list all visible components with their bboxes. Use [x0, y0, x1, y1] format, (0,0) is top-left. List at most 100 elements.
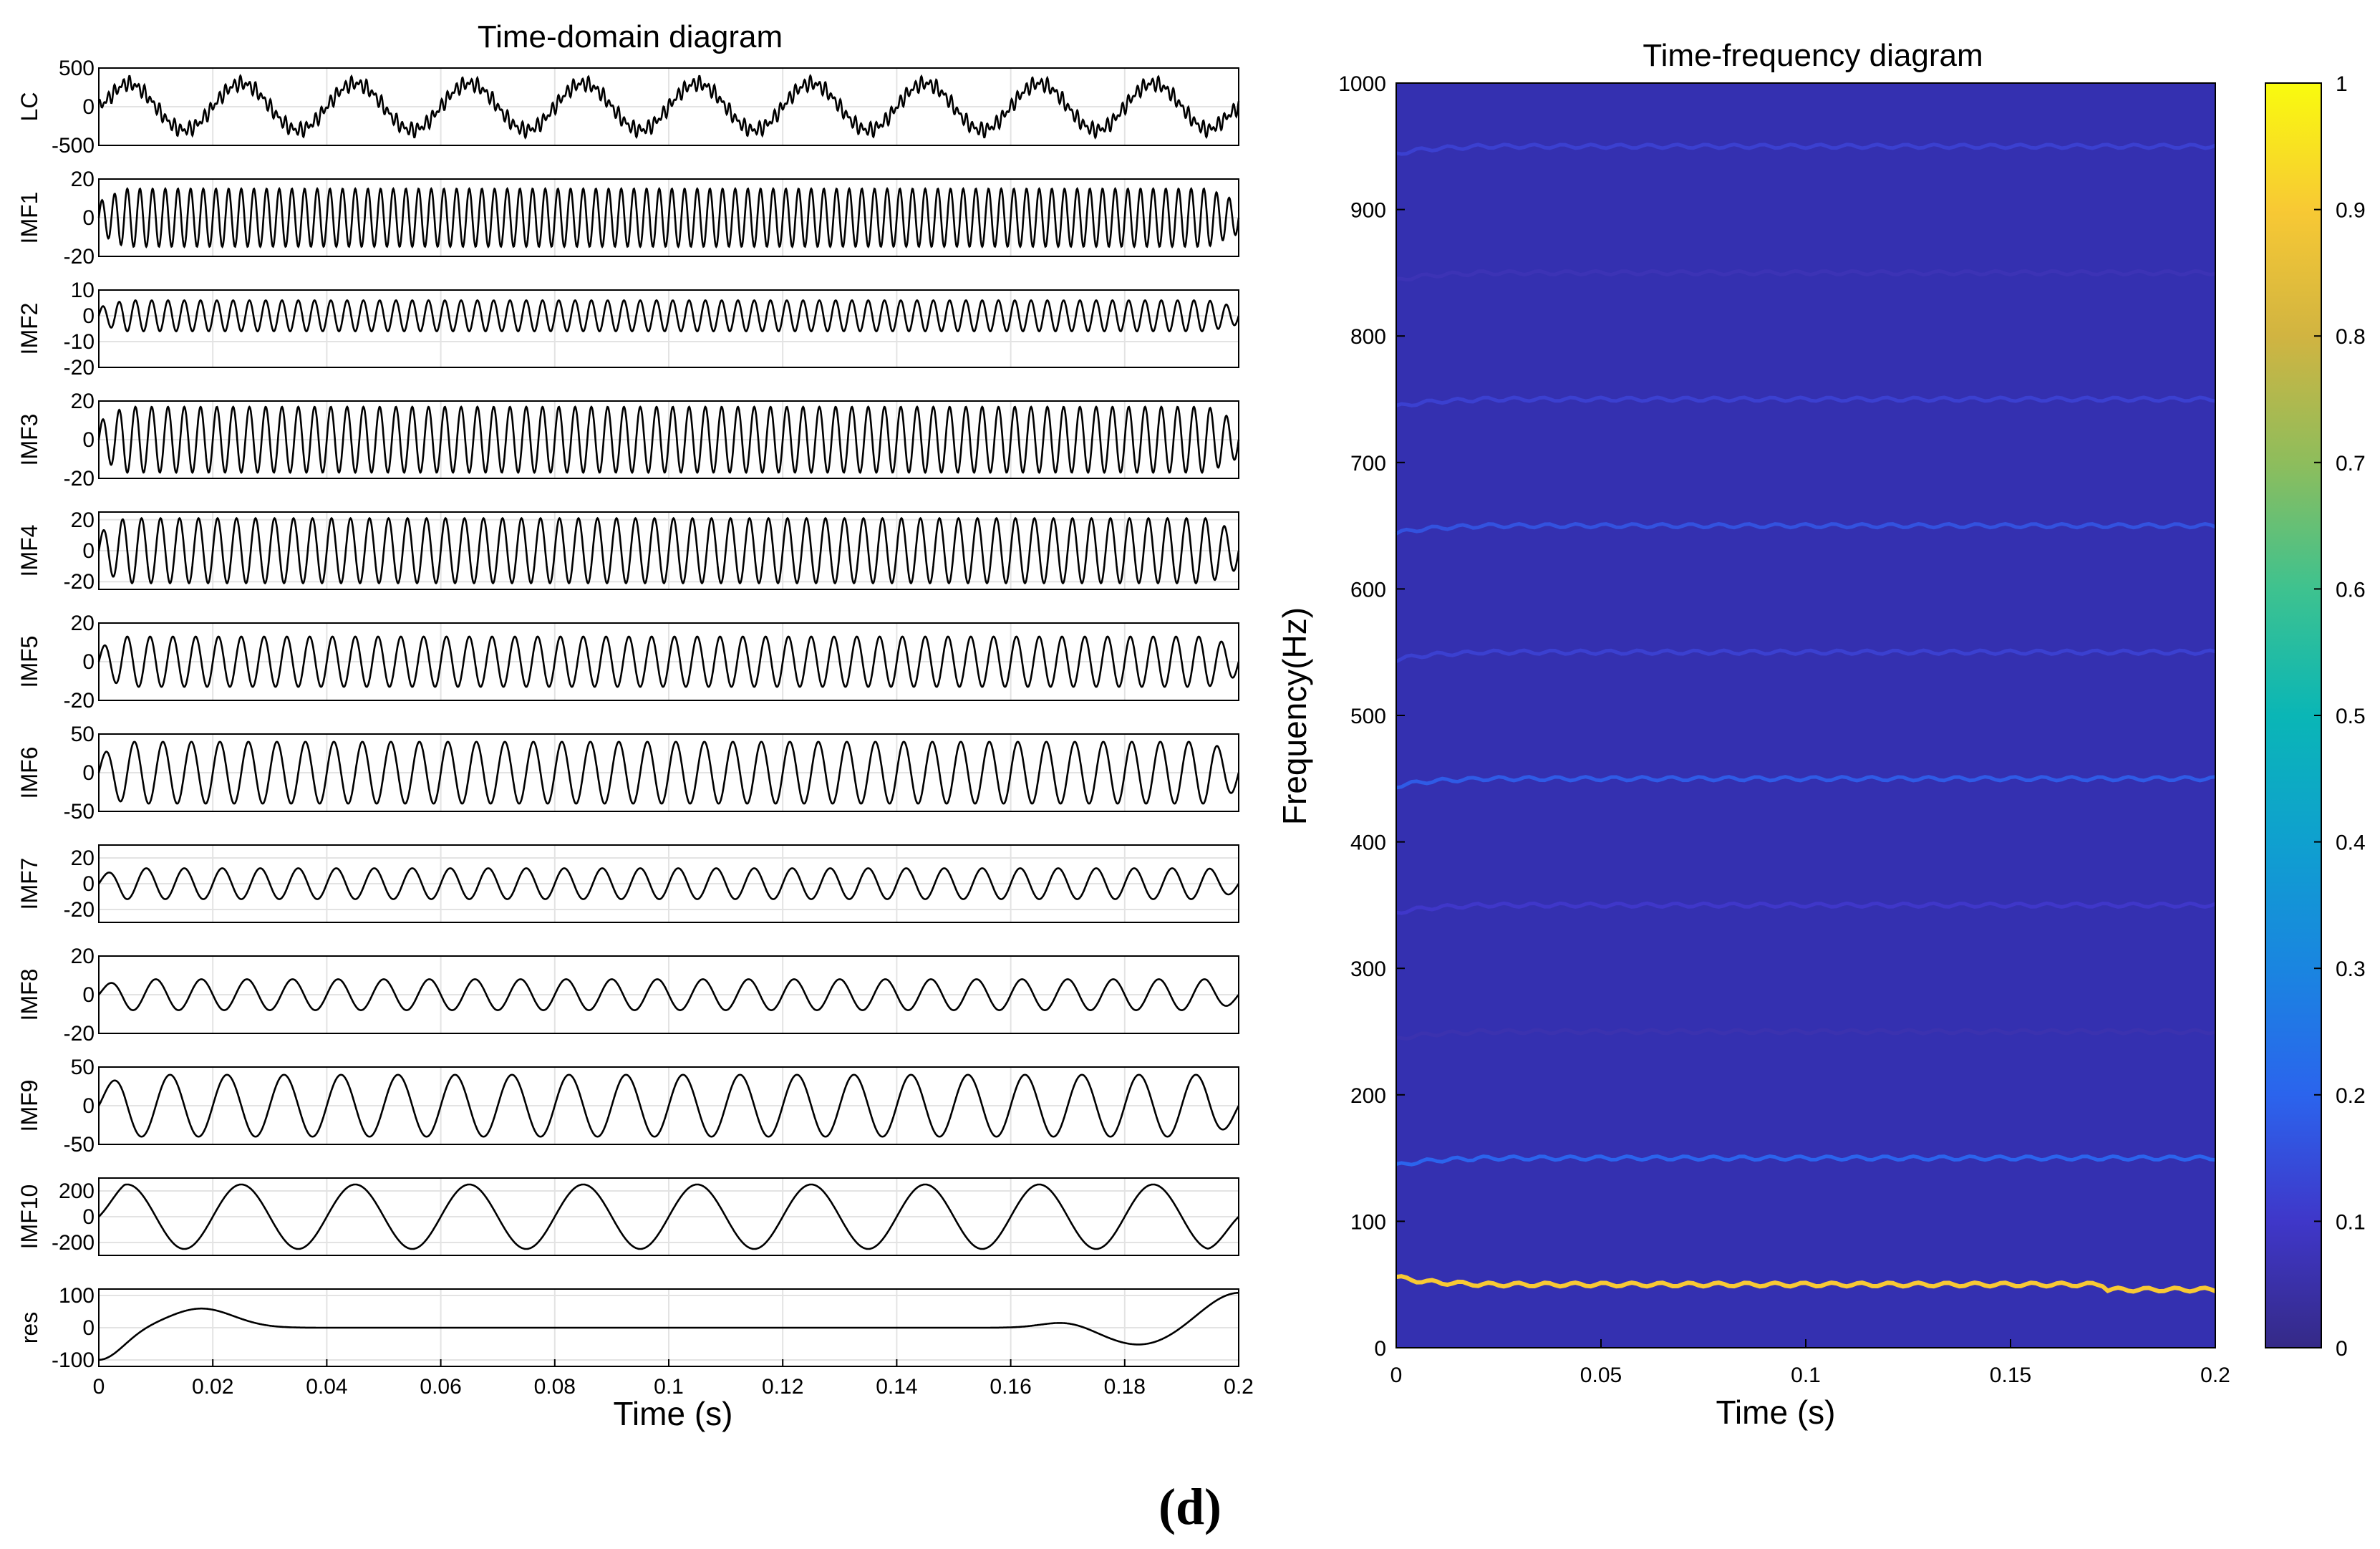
y-tick-label: 0 [82, 1316, 95, 1340]
ridge-750hz [1395, 395, 2216, 407]
time-frequency-y-label: Frequency(Hz) [1276, 607, 1313, 825]
ridge-650hz [1395, 521, 2216, 536]
subplot-frame [98, 400, 1239, 479]
signal-line-res [99, 1291, 1239, 1361]
y-tick-label: 200 [1350, 1084, 1386, 1108]
time-axis-ticks: 0 0.05 0.1 0.15 0.2 [1390, 1339, 2230, 1387]
time-domain-x-ticks: 0 0.02 0.04 0.06 0.08 0.1 0.12 0.14 0.16 0.18 0.2 [93, 1359, 1254, 1399]
y-tick-label: 800 [1350, 325, 1386, 349]
signal-line-imf3 [97, 405, 1240, 474]
signal-line-imf6 [97, 740, 1240, 805]
y-axis-label: IMF8 [16, 969, 42, 1021]
subplot-res: 100 0 -100 res [16, 1284, 1239, 1372]
spectrogram-ridges [1395, 143, 2217, 1294]
y-tick-label: 900 [1350, 199, 1386, 223]
signal-line-imf9 [97, 1073, 1240, 1138]
y-tick-label: -500 [52, 134, 95, 158]
subplot-frame [98, 178, 1239, 257]
subplot-lc: 500 0 -500 LC [16, 57, 1240, 158]
y-tick-label: 20 [71, 508, 95, 532]
ridge-850hz [1395, 269, 2216, 282]
y-axis-label: IMF9 [16, 1080, 42, 1132]
y-tick-label: -20 [64, 245, 95, 269]
x-tick-label: 0.16 [990, 1375, 1031, 1399]
subplot-imf3: 20 0 -20 IMF3 [16, 390, 1240, 491]
y-tick-label: -20 [64, 356, 95, 380]
x-tick-label: 0.02 [192, 1375, 233, 1399]
subplot-frame [98, 67, 1239, 146]
colorbar-tick-label: 0.7 [2336, 452, 2366, 476]
subplot-imf2: 100-10-20 IMF2 [16, 279, 1240, 380]
grid-lines [98, 1289, 1239, 1366]
signal-line-imf1 [97, 186, 1240, 249]
y-tick-label: 20 [71, 945, 95, 968]
ridge-250hz [1395, 1028, 2216, 1041]
ridge-550hz [1395, 648, 2216, 664]
y-tick-label: -10 [64, 330, 95, 354]
y-tick-label: 0 [82, 1205, 95, 1229]
colorbar-tick-label: 0.5 [2336, 705, 2366, 728]
y-tick-label: 20 [71, 612, 95, 635]
y-tick-label: 20 [71, 390, 95, 413]
y-axis-label: IMF2 [16, 303, 42, 355]
signal-line-imf7 [97, 867, 1240, 900]
y-tick-label: 0 [82, 206, 95, 230]
time-domain-title: Time-domain diagram [478, 19, 783, 54]
y-axis-label: IMF3 [16, 414, 42, 466]
y-tick-label: -20 [64, 1022, 95, 1046]
x-tick-label: 0 [93, 1375, 105, 1399]
ridge-350hz [1395, 901, 2216, 915]
y-tick-label: 0 [82, 650, 95, 674]
colorbar-tick-label: 0 [2336, 1337, 2348, 1361]
subplot-frame [98, 511, 1239, 590]
y-tick-label: 300 [1350, 957, 1386, 981]
ridge-450hz [1395, 775, 2216, 790]
time-frequency-x-label: Time (s) [1716, 1394, 1836, 1431]
y-axis-label: IMF5 [16, 636, 42, 688]
y-tick-label: -20 [64, 570, 95, 594]
colorbar-tick-label: 0.3 [2336, 957, 2366, 981]
x-tick-label: 0.05 [1580, 1364, 1622, 1387]
colorbar-tick-label: 0.1 [2336, 1210, 2366, 1234]
subplot-imf9: 50 0 -50 IMF9 [16, 1056, 1240, 1157]
x-tick-label: 0.18 [1104, 1375, 1146, 1399]
colorbar-tick-label: 0.6 [2336, 578, 2366, 602]
x-tick-label: 0.1 [1791, 1364, 1821, 1387]
x-tick-label: 0.2 [1224, 1375, 1254, 1399]
spectrogram-background [1396, 83, 2215, 1348]
subplot-frame [98, 955, 1239, 1034]
signal-line-imf8 [98, 978, 1239, 1011]
subplot-imf8: 20 0 -20 IMF8 [16, 945, 1239, 1046]
subplot-imf6: 50 0 -50 IMF6 [16, 723, 1240, 824]
signal-line-lc [97, 74, 1240, 140]
subplot-frame [98, 844, 1239, 923]
y-axis-label: IMF10 [16, 1184, 42, 1250]
x-tick-label: 0.1 [654, 1375, 684, 1399]
y-tick-label: -50 [64, 1133, 95, 1157]
frequency-axis-ticks: 0 100 200 300 400 500 600 700 800 900 1000 [1338, 72, 1405, 1361]
x-tick-label: 0.12 [762, 1375, 803, 1399]
y-tick-label: 0 [1374, 1337, 1386, 1361]
subplot-frame [98, 622, 1239, 701]
y-tick-label: 50 [71, 1056, 95, 1079]
x-tick-label: 0.06 [420, 1375, 461, 1399]
colorbar-ticks: 0 0.1 0.2 0.3 0.4 0.5 0.6 0.7 0.8 0.9 1 [2314, 72, 2366, 1361]
signal-line-imf10 [98, 1183, 1239, 1250]
y-tick-label: 0 [82, 428, 95, 452]
colorbar-tick-label: 0.4 [2336, 831, 2366, 855]
y-axis-label: IMF7 [16, 858, 42, 910]
colorbar-tick-label: 0.9 [2336, 199, 2366, 223]
y-tick-label: 700 [1350, 452, 1386, 476]
ridge-50hz [1395, 1274, 2217, 1294]
y-tick-label: -50 [64, 800, 95, 824]
colorbar-tick-label: 0.8 [2336, 325, 2366, 349]
y-tick-label: 0 [82, 872, 95, 896]
y-axis-label: IMF4 [16, 525, 42, 577]
y-tick-label: 10 [71, 279, 95, 302]
y-axis-label: IMF1 [16, 192, 42, 244]
imf-subplots: 5000-500LC200-20IMF1100-10-20IMF2200-20I… [16, 57, 1240, 1372]
y-tick-label: 600 [1350, 578, 1386, 602]
subplot-imf7: 200-20 IMF7 [16, 844, 1240, 923]
